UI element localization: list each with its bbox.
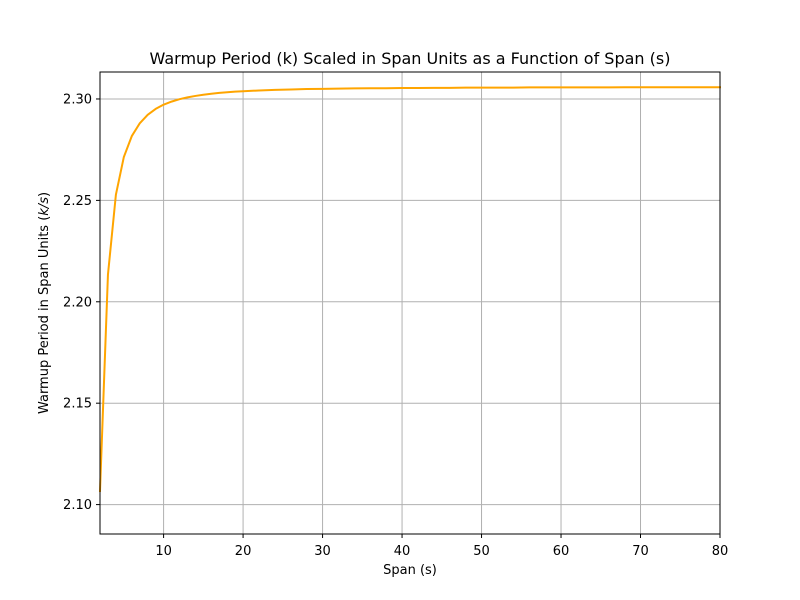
y-tick-label: 2.25 bbox=[63, 194, 92, 209]
grid bbox=[100, 72, 721, 534]
ticks: 10 20 30 40 50 60 70 80 2.10 2.15 2.20 2.25 2.30 bbox=[63, 92, 728, 559]
x-tick-label: 80 bbox=[712, 544, 729, 559]
x-tick-label: 50 bbox=[473, 544, 490, 559]
y-tick-label: 2.20 bbox=[63, 295, 92, 310]
x-tick-label: 40 bbox=[394, 544, 411, 559]
x-tick-label: 20 bbox=[235, 544, 252, 559]
y-tick-label: 2.10 bbox=[63, 498, 92, 513]
series-line bbox=[98, 86, 721, 493]
x-tick-label: 30 bbox=[314, 544, 331, 559]
x-tick-label: 60 bbox=[553, 544, 570, 559]
y-axis-label: Warmup Period in Span Units (k/s) bbox=[37, 192, 52, 414]
plot-area bbox=[98, 86, 721, 493]
chart-title: Warmup Period (k) Scaled in Span Units a… bbox=[150, 49, 671, 68]
plot-frame bbox=[99, 71, 721, 535]
y-tick-label: 2.15 bbox=[63, 397, 92, 412]
x-tick-label: 70 bbox=[632, 544, 649, 559]
x-tick-label: 10 bbox=[155, 544, 172, 559]
y-tick-label: 2.30 bbox=[63, 92, 92, 107]
x-axis-label: Span (s) bbox=[383, 563, 437, 578]
